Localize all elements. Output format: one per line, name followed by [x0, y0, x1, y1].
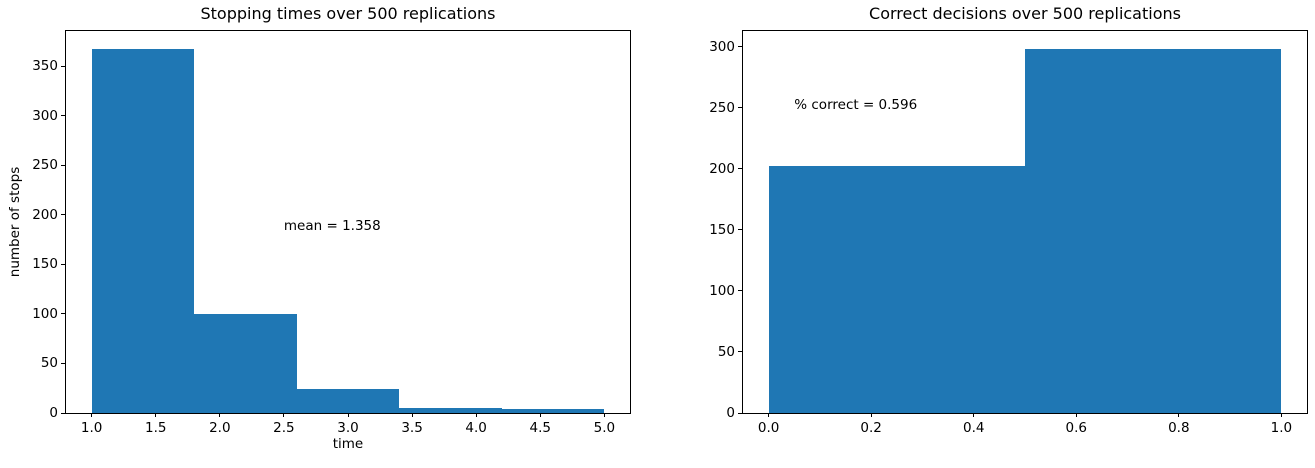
x-tick-label: 0.4: [962, 420, 985, 436]
mean-annotation: mean = 1.358: [283, 217, 381, 234]
x-tick-mark: [973, 413, 975, 417]
y-tick-label: 200: [32, 206, 58, 223]
y-tick-mark: [738, 290, 742, 292]
y-tick-label: 300: [709, 38, 735, 55]
x-tick-mark: [347, 413, 349, 417]
x-tick-mark: [155, 413, 157, 417]
percent-correct-annotation: % correct = 0.596: [794, 97, 918, 114]
x-tick-mark: [603, 413, 605, 417]
y-tick-label: 0: [726, 405, 735, 421]
y-tick-label: 350: [32, 58, 58, 75]
x-tick-mark: [539, 413, 541, 417]
x-tick-label: 4.5: [529, 420, 552, 436]
y-tick-mark: [738, 46, 742, 48]
histogram-bar: [768, 166, 1025, 413]
x-tick-label: 3.0: [337, 420, 359, 436]
x-tick-label: 0.0: [757, 420, 780, 436]
right-plot-title: Correct decisions over 500 replications: [869, 4, 1181, 23]
x-tick-mark: [91, 413, 93, 417]
x-tick-label: 2.5: [273, 420, 295, 436]
x-tick-label: 2.0: [209, 420, 231, 436]
y-tick-mark: [738, 168, 742, 170]
histogram-bar: [194, 313, 297, 413]
y-tick-label: 300: [32, 107, 58, 124]
y-tick-mark: [61, 65, 65, 67]
x-tick-label: 5.0: [593, 420, 616, 436]
correct-decisions-axes: % correct = 0.596 0.0 0.2 0.4 0.6 0.8 1.0 0 50 1…: [709, 30, 1308, 436]
histogram-bar: [91, 49, 195, 413]
x-tick-mark: [1178, 413, 1180, 417]
y-tick-mark: [738, 229, 742, 231]
y-tick-mark: [61, 263, 65, 265]
y-tick-label: 0: [49, 405, 58, 421]
x-tick-label: 0.2: [860, 420, 882, 436]
y-tick-label: 200: [709, 160, 735, 177]
y-tick-mark: [61, 115, 65, 117]
x-tick-mark: [1280, 413, 1282, 417]
y-tick-mark: [61, 412, 65, 414]
y-tick-mark: [738, 107, 742, 109]
left-plot-title: Stopping times over 500 replications: [200, 4, 496, 23]
stopping-times-axes: mean = 1.358 1.0 1.5 2.0 2.5 3.0 3.5 4.0 4.5 5.0…: [32, 30, 631, 436]
y-tick-label: 100: [709, 282, 735, 299]
x-tick-mark: [870, 413, 872, 417]
histogram-bar: [1025, 49, 1282, 413]
y-tick-label: 250: [32, 157, 58, 174]
x-tick-mark: [411, 413, 413, 417]
left-x-axis-label: time: [332, 436, 364, 452]
y-tick-label: 100: [32, 305, 58, 322]
x-tick-label: 4.0: [465, 420, 487, 436]
y-tick-mark: [61, 313, 65, 315]
left-y-axis-label: number of stops: [7, 166, 23, 278]
y-tick-mark: [61, 164, 65, 166]
y-tick-mark: [61, 214, 65, 216]
y-tick-label: 150: [709, 221, 735, 238]
x-tick-label: 1.0: [80, 420, 103, 436]
x-tick-label: 3.5: [401, 420, 423, 436]
histogram-bar: [501, 409, 605, 413]
histogram-bar: [399, 408, 502, 413]
x-tick-label: 1.5: [144, 420, 167, 436]
histogram-bar: [296, 389, 400, 413]
y-tick-mark: [61, 362, 65, 364]
y-tick-label: 50: [717, 343, 735, 360]
x-tick-mark: [219, 413, 221, 417]
y-tick-label: 150: [32, 256, 58, 273]
y-tick-mark: [738, 412, 742, 414]
x-tick-mark: [768, 413, 770, 417]
x-tick-mark: [1075, 413, 1077, 417]
x-tick-label: 1.0: [1270, 420, 1293, 436]
x-tick-mark: [475, 413, 477, 417]
x-tick-mark: [283, 413, 285, 417]
x-tick-label: 0.6: [1065, 420, 1088, 436]
y-tick-label: 250: [709, 99, 735, 116]
x-tick-label: 0.8: [1168, 420, 1190, 436]
y-tick-mark: [738, 351, 742, 353]
y-tick-label: 50: [40, 355, 58, 372]
